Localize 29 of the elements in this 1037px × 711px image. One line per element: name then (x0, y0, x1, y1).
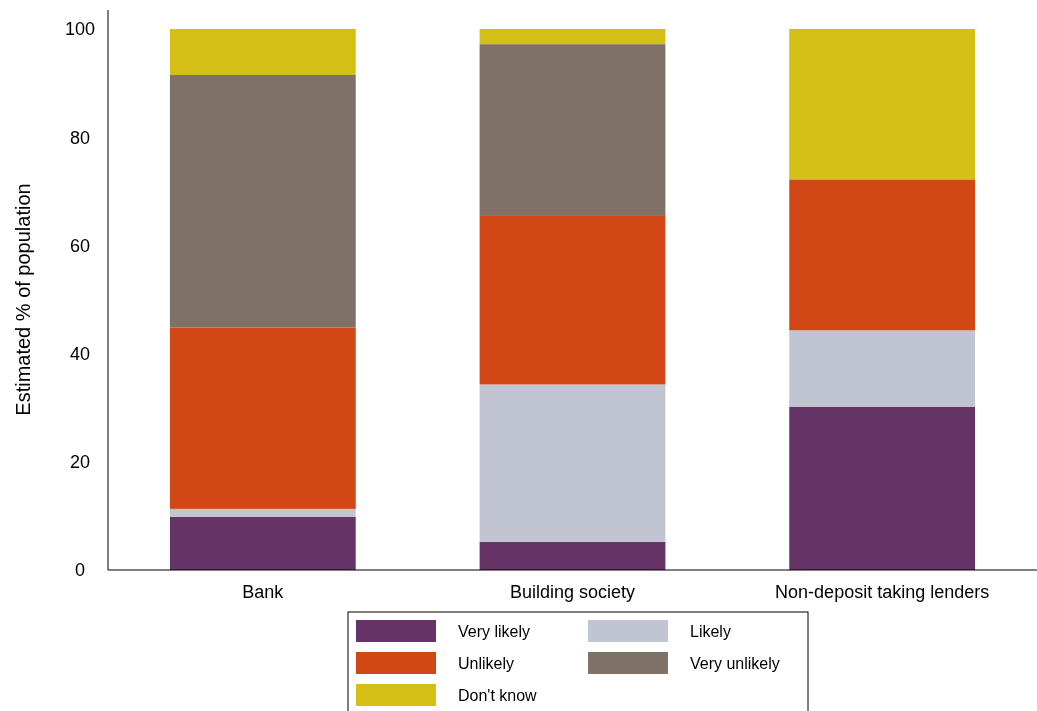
x-tick-label: Bank (242, 582, 285, 602)
legend-label: Unlikely (458, 654, 515, 672)
legend-label: Likely (690, 622, 731, 640)
x-tick-label: Non-deposit taking lenders (775, 582, 990, 602)
y-axis-title: Estimated % of population (12, 183, 34, 416)
y-tick-label: 60 (69, 235, 91, 256)
legend-label: Very unlikely (690, 654, 780, 672)
y-tick-label: 20 (69, 452, 91, 473)
y-tick-label: 80 (69, 127, 91, 148)
bar (479, 215, 666, 385)
legend-label: Very likely (458, 622, 531, 640)
y-tick-label: 0 (74, 560, 86, 581)
bar (789, 29, 976, 180)
bar (789, 179, 976, 331)
bar (169, 516, 356, 570)
x-tick-label: Building society (509, 582, 636, 602)
bar (789, 330, 976, 407)
bar (169, 74, 356, 328)
y-tick-label: 40 (69, 343, 91, 364)
bar (169, 327, 356, 509)
bar (789, 406, 976, 570)
bar (479, 29, 666, 45)
bar (479, 44, 666, 216)
legend-label: Don't know (458, 686, 538, 704)
bar (479, 384, 666, 542)
bar (169, 508, 356, 517)
bar (169, 29, 356, 75)
y-tick-label: 100 (64, 19, 96, 40)
bar (479, 541, 666, 570)
